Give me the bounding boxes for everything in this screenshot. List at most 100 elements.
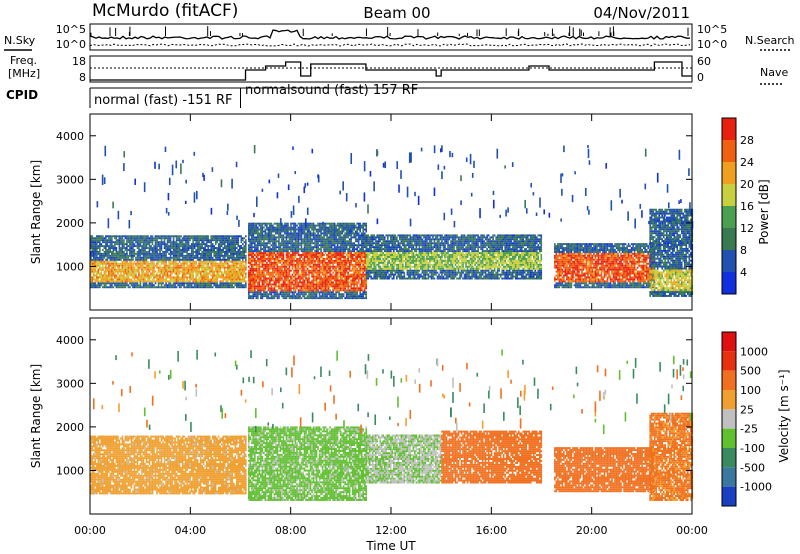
power-echo-cell <box>245 257 247 259</box>
power-echo-cell <box>179 286 181 288</box>
power-echo-cell <box>119 265 121 267</box>
power-echo-cell <box>253 252 255 254</box>
power-echo-cell <box>253 256 255 258</box>
power-echo-cell <box>251 248 253 250</box>
power-echo-cell <box>147 251 149 253</box>
power-echo-cell <box>114 267 116 269</box>
power-echo-cell <box>96 239 98 241</box>
power-echo-cell <box>159 251 161 253</box>
power-echo-cell <box>147 243 149 245</box>
power-echo-cell <box>183 259 185 261</box>
power-echo-cell <box>218 237 220 239</box>
power-echo-cell <box>162 255 164 257</box>
power-echo-cell <box>242 263 244 265</box>
power-echo-cell <box>253 285 255 287</box>
power-echo-cell <box>143 263 145 265</box>
power-echo-cell <box>92 235 94 237</box>
nsearch-label: N.Search <box>745 34 795 47</box>
power-echo-cell <box>218 251 220 253</box>
power-echo-cell <box>122 243 124 245</box>
power-echo-cell <box>99 267 101 269</box>
power-echo-cell <box>125 273 127 275</box>
power-echo-cell <box>195 275 197 277</box>
power-echo-cell <box>125 286 127 288</box>
power-echo-cell <box>179 253 181 255</box>
power-echo-cell <box>182 247 184 249</box>
power-echo-cell <box>143 249 145 251</box>
power-echo-cell <box>132 267 134 269</box>
power-echo-cell <box>177 276 179 278</box>
power-echo-cell <box>204 247 206 249</box>
power-echo-cell <box>162 286 164 288</box>
power-echo-cell <box>93 276 95 278</box>
power-echo-cell <box>152 282 154 284</box>
power-echo-cell <box>126 245 128 247</box>
power-echo-cell <box>219 265 221 267</box>
power-echo-cell <box>245 243 247 245</box>
power-echo-cell <box>209 284 211 286</box>
power-echo-cell <box>189 267 191 269</box>
power-echo-cell <box>156 245 158 247</box>
power-echo-cell <box>222 284 224 286</box>
power-echo-cell <box>225 275 227 277</box>
power-echo-cell <box>221 249 223 251</box>
power-echo-cell <box>173 235 175 237</box>
power-echo-cell <box>215 286 217 288</box>
power-echo-cell <box>224 276 226 278</box>
power-echo-cell <box>257 244 259 246</box>
power-echo-cell <box>192 282 194 284</box>
power-echo-cell <box>129 275 131 277</box>
power-echo-cell <box>259 293 261 295</box>
power-echo-cell <box>102 280 104 282</box>
power-echo-cell <box>92 253 94 255</box>
power-echo-cell <box>250 223 252 225</box>
power-echo-cell <box>201 282 203 284</box>
power-echo-cell <box>152 253 154 255</box>
power-echo-cell <box>177 273 179 275</box>
cpid-segment-label-1: normal (fast) -151 RF <box>94 93 233 108</box>
power-echo-cell <box>245 275 247 277</box>
power-echo-cell <box>147 257 149 259</box>
power-echo-cell <box>104 257 106 259</box>
power-echo-cell <box>119 276 121 278</box>
power-echo-cell <box>93 273 95 275</box>
power-echo-cell <box>162 257 164 259</box>
power-echo-cell <box>185 259 187 261</box>
power-echo-cell <box>245 239 247 241</box>
power-echo-cell <box>132 249 134 251</box>
power-echo-cell <box>134 280 136 282</box>
power-echo-cell <box>182 249 184 251</box>
power-echo-cell <box>165 280 167 282</box>
power-echo-cell <box>98 265 100 267</box>
power-echo-cell <box>207 237 209 239</box>
power-echo-cell <box>144 269 146 271</box>
power-echo-cell <box>161 273 163 275</box>
power-echo-cell <box>195 237 197 239</box>
power-echo-cell <box>242 243 244 245</box>
power-echo-cell <box>162 253 164 255</box>
power-echo-cell <box>231 263 233 265</box>
power-echo-cell <box>152 261 154 263</box>
power-echo-cell <box>260 278 262 280</box>
power-echo-cell <box>204 251 206 253</box>
power-echo-cell <box>110 255 112 257</box>
power-echo-cell <box>228 265 230 267</box>
power-echo-cell <box>228 282 230 284</box>
power-echo-cell <box>234 241 236 243</box>
power-echo-cell <box>120 249 122 251</box>
power-echo-cell <box>159 253 161 255</box>
power-echo-cell <box>132 275 134 277</box>
power-echo-cell <box>105 282 107 284</box>
power-echo-cell <box>198 243 200 245</box>
power-echo-cell <box>194 247 196 249</box>
power-echo-cell <box>198 263 200 265</box>
power-echo-cell <box>259 291 261 293</box>
power-echo-cell <box>144 278 146 280</box>
power-echo-cell <box>113 259 115 261</box>
power-echo-cell <box>99 286 101 288</box>
power-echo-cell <box>228 286 230 288</box>
power-echo-cell <box>224 269 226 271</box>
power-echo-cell <box>150 280 152 282</box>
power-echo-cell <box>204 237 206 239</box>
power-echo-cell <box>165 286 167 288</box>
